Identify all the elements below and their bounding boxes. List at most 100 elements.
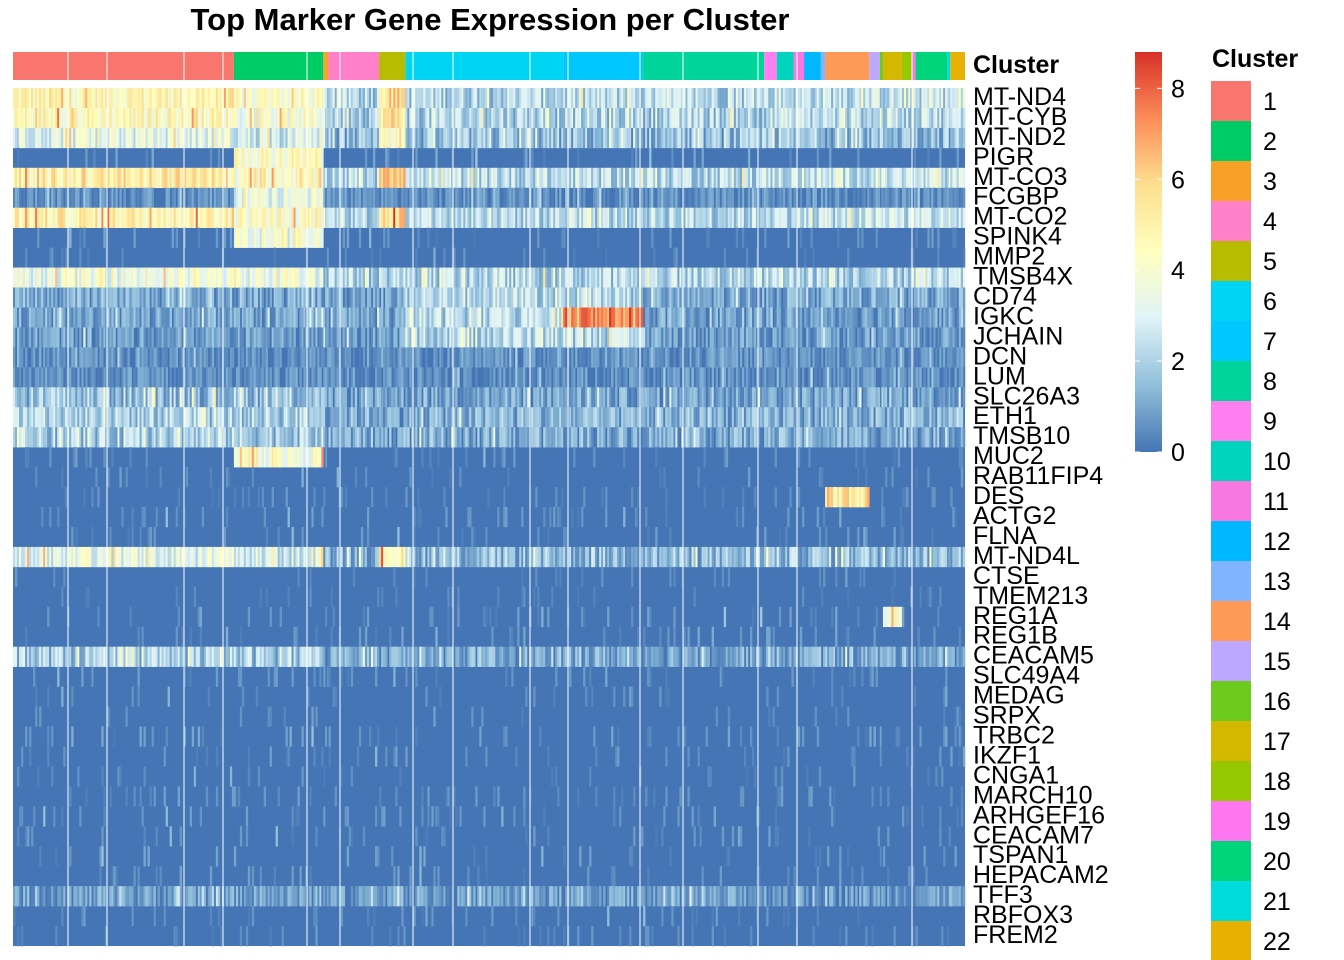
annotation-cluster-10	[776, 52, 794, 80]
gene-label: TRBC2	[973, 721, 1055, 749]
legend-swatch-8	[1211, 361, 1251, 401]
colorbar-tick-label: 4	[1171, 257, 1185, 285]
legend-label-12: 12	[1263, 528, 1291, 556]
legend-swatch-7	[1211, 321, 1251, 361]
legend-label-19: 19	[1263, 808, 1291, 836]
gene-label: LUM	[973, 362, 1026, 390]
legend-label-10: 10	[1263, 448, 1291, 476]
legend-swatch-19	[1211, 801, 1251, 841]
gene-label: MT-ND4	[973, 83, 1066, 111]
annotation-label: Cluster	[973, 51, 1060, 79]
gene-label: MT-ND2	[973, 123, 1066, 151]
gene-label: PIGR	[973, 143, 1034, 171]
legend-label-11: 11	[1263, 488, 1289, 516]
gene-label: FLNA	[973, 522, 1037, 550]
gene-label: JCHAIN	[973, 322, 1063, 350]
gene-label: SRPX	[973, 702, 1041, 730]
annotation-cluster-9	[764, 52, 777, 80]
gene-label: FCGBP	[973, 183, 1059, 211]
colorbar-gradient	[1135, 52, 1162, 452]
gene-label: ACTG2	[973, 502, 1056, 530]
gene-label: IGKC	[973, 302, 1034, 330]
gene-label: CEACAM5	[973, 642, 1094, 670]
legend-label-7: 7	[1263, 328, 1277, 356]
heatmap-body	[13, 88, 966, 947]
annotation-cluster-3	[323, 52, 329, 80]
annotation-cluster-7	[563, 52, 644, 80]
gene-label: MT-CO2	[973, 203, 1067, 231]
legend-swatch-4	[1211, 201, 1251, 241]
legend-swatch-10	[1211, 441, 1251, 481]
gene-label: RAB11FIP4	[973, 462, 1103, 490]
legend-label-2: 2	[1263, 128, 1277, 156]
gene-label: HEPACAM2	[973, 861, 1109, 889]
annotation-cluster-22	[950, 52, 965, 80]
annotation-cluster-19	[912, 52, 916, 80]
legend-swatch-13	[1211, 561, 1251, 601]
gene-label: SLC49A4	[973, 662, 1080, 690]
annotation-cluster-13	[820, 52, 826, 80]
annotation-cluster-2	[233, 52, 324, 80]
legend-label-20: 20	[1263, 848, 1291, 876]
cluster-annotation-bar	[13, 52, 965, 80]
legend-swatch-5	[1211, 241, 1251, 281]
annotation-cluster-20	[915, 52, 948, 80]
gene-label: SLC26A3	[973, 382, 1080, 410]
gene-label: MT-CYB	[973, 103, 1067, 131]
gene-label: DES	[973, 482, 1024, 510]
gene-label: DCN	[973, 342, 1027, 370]
legend-label-5: 5	[1263, 248, 1277, 276]
annotation-cluster-11	[793, 52, 805, 80]
annotation-cluster-6	[405, 52, 564, 80]
legend-label-4: 4	[1263, 208, 1277, 236]
annotation-cluster-18	[901, 52, 913, 80]
gene-label: CTSE	[973, 562, 1040, 590]
legend-swatch-12	[1211, 521, 1251, 561]
annotation-cluster-4	[328, 52, 380, 80]
legend-swatch-18	[1211, 761, 1251, 801]
legend-swatch-17	[1211, 721, 1251, 761]
gene-label: SPINK4	[973, 223, 1062, 251]
legend-label-22: 22	[1263, 928, 1291, 956]
legend-swatch-15	[1211, 641, 1251, 681]
annotation-cluster-16	[879, 52, 883, 80]
gene-label: MMP2	[973, 243, 1045, 271]
gene-label: TSPAN1	[973, 841, 1068, 869]
legend-label-14: 14	[1263, 608, 1291, 636]
cluster-legend-title: Cluster	[1212, 45, 1299, 73]
gene-label: MUC2	[973, 442, 1044, 470]
legend-swatch-9	[1211, 401, 1251, 441]
gene-label: CEACAM7	[973, 821, 1094, 849]
gene-label: RBFOX3	[973, 901, 1073, 929]
legend-label-9: 9	[1263, 408, 1277, 436]
legend-swatch-16	[1211, 681, 1251, 721]
legend-label-6: 6	[1263, 288, 1277, 316]
legend-label-1: 1	[1263, 88, 1277, 116]
cluster-separators	[67, 52, 913, 946]
legend-label-8: 8	[1263, 368, 1277, 396]
legend-swatch-20	[1211, 841, 1251, 881]
gene-label: REG1B	[973, 622, 1058, 650]
colorbar-tick-label: 6	[1171, 166, 1185, 194]
legend-swatch-2	[1211, 121, 1251, 161]
legend-swatch-3	[1211, 161, 1251, 201]
legend-swatch-6	[1211, 281, 1251, 321]
gene-label: TMSB10	[973, 422, 1070, 450]
gene-label: MT-ND4L	[973, 542, 1080, 570]
annotation-cluster-14	[825, 52, 870, 80]
legend-swatch-11	[1211, 481, 1251, 521]
annotation-cluster-5	[379, 52, 406, 80]
expression-colorbar: 0 2 4 6 8	[1135, 52, 1185, 467]
gene-label: IKZF1	[973, 741, 1041, 769]
gene-labels: MT-ND4MT-CYBMT-ND2PIGRMT-CO3FCGBPMT-CO2S…	[973, 83, 1109, 949]
gene-label: MT-CO3	[973, 163, 1067, 191]
gene-label: TMEM213	[973, 582, 1088, 610]
legend-label-3: 3	[1263, 168, 1277, 196]
gene-label: MEDAG	[973, 682, 1065, 710]
legend-swatch-1	[1211, 81, 1251, 121]
gene-label: MARCH10	[973, 781, 1092, 809]
legend-label-18: 18	[1263, 768, 1291, 796]
colorbar-tick-label: 0	[1171, 439, 1185, 467]
